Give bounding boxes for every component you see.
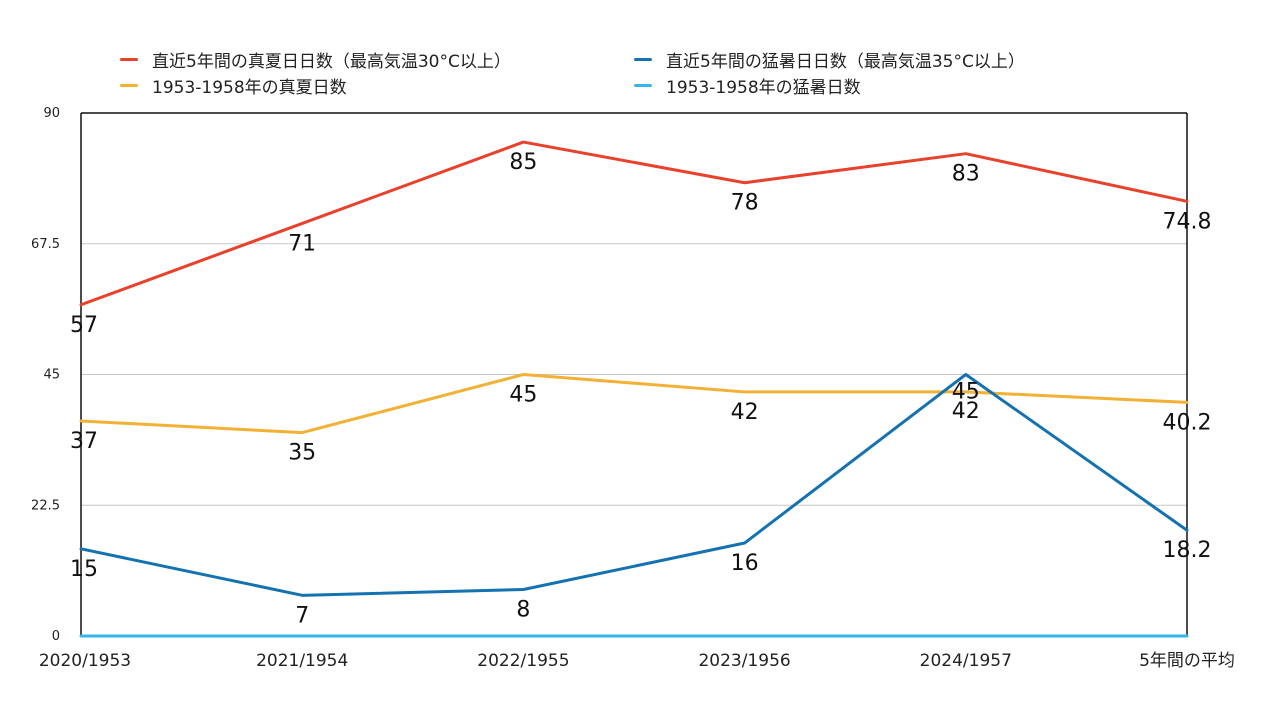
x-tick-label: 2022/1955 [477, 651, 569, 671]
x-tick-label: 5年間の平均 [1139, 651, 1235, 671]
legend-label: 1953-1958年の真夏日数 [152, 77, 347, 98]
data-label: 78 [731, 191, 759, 216]
data-label: 85 [509, 150, 537, 175]
series-line [79, 140, 1189, 307]
legend-swatch [634, 83, 652, 87]
data-label: 15 [70, 557, 98, 582]
legend-label: 直近5年間の猛暑日日数（最高気温35°C以上） [666, 51, 1025, 72]
data-label: 8 [516, 598, 530, 623]
data-label: 42 [952, 399, 980, 424]
y-tick-label: 22.5 [31, 498, 60, 513]
data-label: 7 [295, 603, 309, 628]
legend-swatch [634, 57, 652, 61]
data-label: 83 [952, 162, 980, 187]
legend-swatch [120, 83, 138, 87]
data-label: 45 [952, 380, 980, 405]
data-label: 74.8 [1163, 209, 1212, 234]
data-label: 40.2 [1163, 410, 1212, 435]
y-tick-label: 45 [43, 368, 60, 383]
y-tick-label: 0 [52, 629, 60, 644]
x-tick-label: 2023/1956 [698, 651, 790, 671]
series-line [79, 373, 1189, 597]
legend-item-past-moshobi: 1953-1958年の猛暑日数 [634, 72, 861, 98]
y-tick-label: 67.5 [31, 237, 60, 252]
legend-label: 1953-1958年の猛暑日数 [666, 77, 861, 98]
x-tick-label: 2024/1957 [920, 651, 1012, 671]
legend-swatch [120, 57, 138, 61]
legend-item-past-manatsubi: 1953-1958年の真夏日数 [120, 72, 347, 98]
legend-label: 直近5年間の真夏日日数（最高気温30°C以上） [152, 51, 511, 72]
x-tick-label: 2020/1953 [39, 651, 131, 671]
data-label: 18.2 [1163, 538, 1212, 563]
y-tick-label: 90 [43, 106, 60, 121]
data-label: 16 [731, 551, 759, 576]
data-label: 57 [70, 313, 98, 338]
chart-legend: 直近5年間の真夏日日数（最高気温30°C以上） 直近5年間の猛暑日日数（最高気温… [0, 0, 1280, 110]
legend-item-recent-manatsubi: 直近5年間の真夏日日数（最高気温30°C以上） [120, 46, 511, 72]
series-line [79, 373, 1189, 435]
data-label: 37 [70, 429, 98, 454]
data-label: 35 [288, 441, 316, 466]
data-label: 71 [288, 231, 316, 256]
data-label: 42 [731, 400, 759, 425]
data-label: 45 [509, 383, 537, 408]
legend-item-recent-moshobi: 直近5年間の猛暑日日数（最高気温35°C以上） [634, 46, 1025, 72]
x-tick-label: 2021/1954 [256, 651, 348, 671]
